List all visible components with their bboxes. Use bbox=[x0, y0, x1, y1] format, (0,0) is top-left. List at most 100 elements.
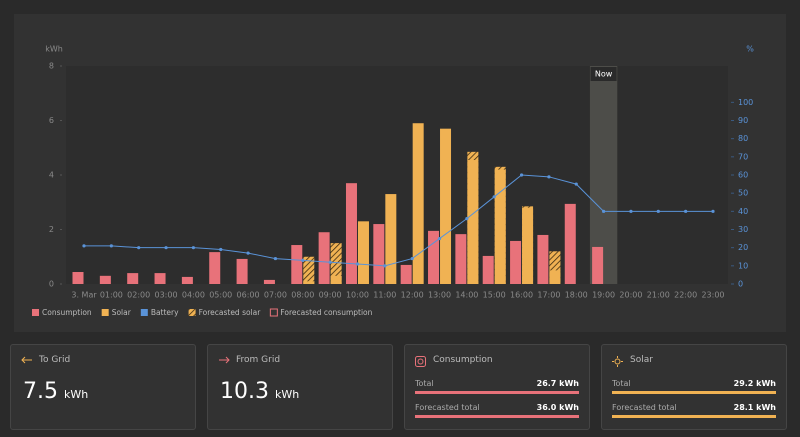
point bbox=[437, 236, 442, 241]
unit: kWh bbox=[64, 388, 89, 401]
y2-tick-label: 80 bbox=[738, 134, 748, 143]
y2-tick-label: 10 bbox=[738, 261, 748, 270]
x-tick-label: 19:00 bbox=[592, 291, 615, 300]
point bbox=[355, 262, 360, 266]
point bbox=[465, 217, 469, 221]
bar bbox=[127, 273, 139, 284]
line bbox=[84, 174, 713, 267]
row-value: 29.2 kWh bbox=[733, 379, 776, 388]
from-grid-card: From Grid 10.3 kWh bbox=[207, 344, 393, 430]
legend-swatch bbox=[140, 309, 148, 316]
legend-swatch bbox=[269, 308, 278, 317]
point bbox=[629, 209, 633, 213]
bar bbox=[385, 194, 397, 284]
x-tick-label: 02:00 bbox=[127, 291, 150, 300]
row-label: Forecasted total bbox=[612, 403, 677, 412]
point bbox=[109, 244, 113, 248]
card-row: Total 26.7 kWh bbox=[415, 379, 579, 388]
bar bbox=[400, 264, 412, 284]
card-title: Consumption bbox=[433, 355, 493, 365]
value: 10.3 bbox=[220, 379, 269, 404]
point bbox=[383, 264, 387, 268]
point bbox=[684, 209, 688, 213]
x-tick-label: 11:00 bbox=[373, 291, 396, 300]
point bbox=[191, 246, 195, 250]
icon bbox=[415, 356, 426, 367]
bar bbox=[428, 230, 440, 284]
bar bbox=[154, 273, 166, 284]
bar bbox=[482, 255, 494, 284]
x-tick-label: 09:00 bbox=[319, 291, 342, 300]
bar bbox=[510, 240, 522, 284]
bar bbox=[549, 251, 561, 284]
arrow-icon bbox=[21, 356, 32, 364]
card-row: Forecasted total 36.0 kWh bbox=[415, 403, 579, 412]
legend-label: Solar bbox=[112, 308, 132, 317]
point bbox=[246, 251, 250, 255]
legend-swatch bbox=[101, 309, 109, 316]
bar bbox=[537, 234, 549, 284]
row-label: Total bbox=[415, 379, 434, 388]
y2-tick-label: 20 bbox=[738, 243, 748, 252]
y2-tick-label: 50 bbox=[738, 189, 748, 198]
point bbox=[137, 246, 141, 250]
card-row: Forecasted total 28.1 kWh bbox=[612, 403, 776, 412]
bar bbox=[412, 123, 424, 284]
point bbox=[602, 209, 606, 213]
progress-bar bbox=[415, 391, 579, 394]
y2-tick-label: 100 bbox=[738, 98, 753, 107]
bar bbox=[99, 275, 111, 284]
y-tick-label: 8 bbox=[49, 62, 54, 71]
point bbox=[492, 195, 496, 199]
bar bbox=[455, 234, 467, 284]
x-tick-label: 12:00 bbox=[401, 291, 424, 300]
point bbox=[273, 256, 278, 261]
x-tick-label: 07:00 bbox=[264, 291, 287, 300]
bar bbox=[564, 203, 576, 284]
row-value: 28.1 kWh bbox=[733, 403, 776, 412]
x-tick-label: 05:00 bbox=[209, 291, 232, 300]
card-title: To Grid bbox=[39, 355, 71, 365]
x-tick-label: 10:00 bbox=[346, 291, 369, 300]
point bbox=[547, 175, 551, 179]
y-tick-label: 2 bbox=[49, 225, 54, 234]
card-row: Total 29.2 kWh bbox=[612, 379, 776, 388]
to-grid-card: To Grid 7.5 kWh bbox=[10, 344, 196, 430]
legend-swatch bbox=[32, 309, 39, 316]
x-tick-label: 01:00 bbox=[100, 291, 123, 300]
x-tick-label: 14:00 bbox=[455, 291, 478, 300]
y2-tick-label: 40 bbox=[738, 207, 748, 216]
solar-card: Solar Total 29.2 kWh Forecasted total 28.1… bbox=[601, 344, 787, 430]
x-tick-label: 17:00 bbox=[537, 291, 560, 300]
arrow-icon bbox=[219, 356, 230, 364]
bar bbox=[330, 243, 342, 284]
bar bbox=[330, 275, 342, 284]
icon bbox=[612, 356, 623, 367]
point bbox=[164, 246, 168, 250]
now-label: Now bbox=[595, 70, 613, 79]
bar bbox=[181, 276, 193, 284]
bar bbox=[440, 128, 452, 284]
point bbox=[82, 244, 86, 248]
point bbox=[410, 256, 414, 261]
y-tick-label: 6 bbox=[49, 116, 54, 125]
x-tick-label: 23:00 bbox=[701, 291, 724, 300]
y2-tick-label: 60 bbox=[738, 171, 748, 180]
y2-tick-label: 30 bbox=[738, 225, 748, 234]
point bbox=[711, 209, 715, 213]
card-value: 10.3 kWh bbox=[220, 379, 299, 404]
bar bbox=[318, 232, 330, 284]
x-tick-label: 13:00 bbox=[428, 291, 451, 300]
x-tick-label: 20:00 bbox=[619, 291, 642, 300]
x-tick-label: 15:00 bbox=[483, 291, 506, 300]
y2-tick-label: 70 bbox=[738, 152, 748, 161]
bar bbox=[357, 221, 369, 284]
x-tick-label: 3. Mar bbox=[71, 291, 97, 300]
legend-label: Forecasted consumption bbox=[280, 308, 372, 317]
bar bbox=[291, 245, 303, 284]
x-tick-label: 21:00 bbox=[647, 291, 670, 300]
point bbox=[574, 182, 578, 186]
consumption-card: Consumption Total 26.7 kWh Forecasted tot… bbox=[404, 344, 590, 430]
